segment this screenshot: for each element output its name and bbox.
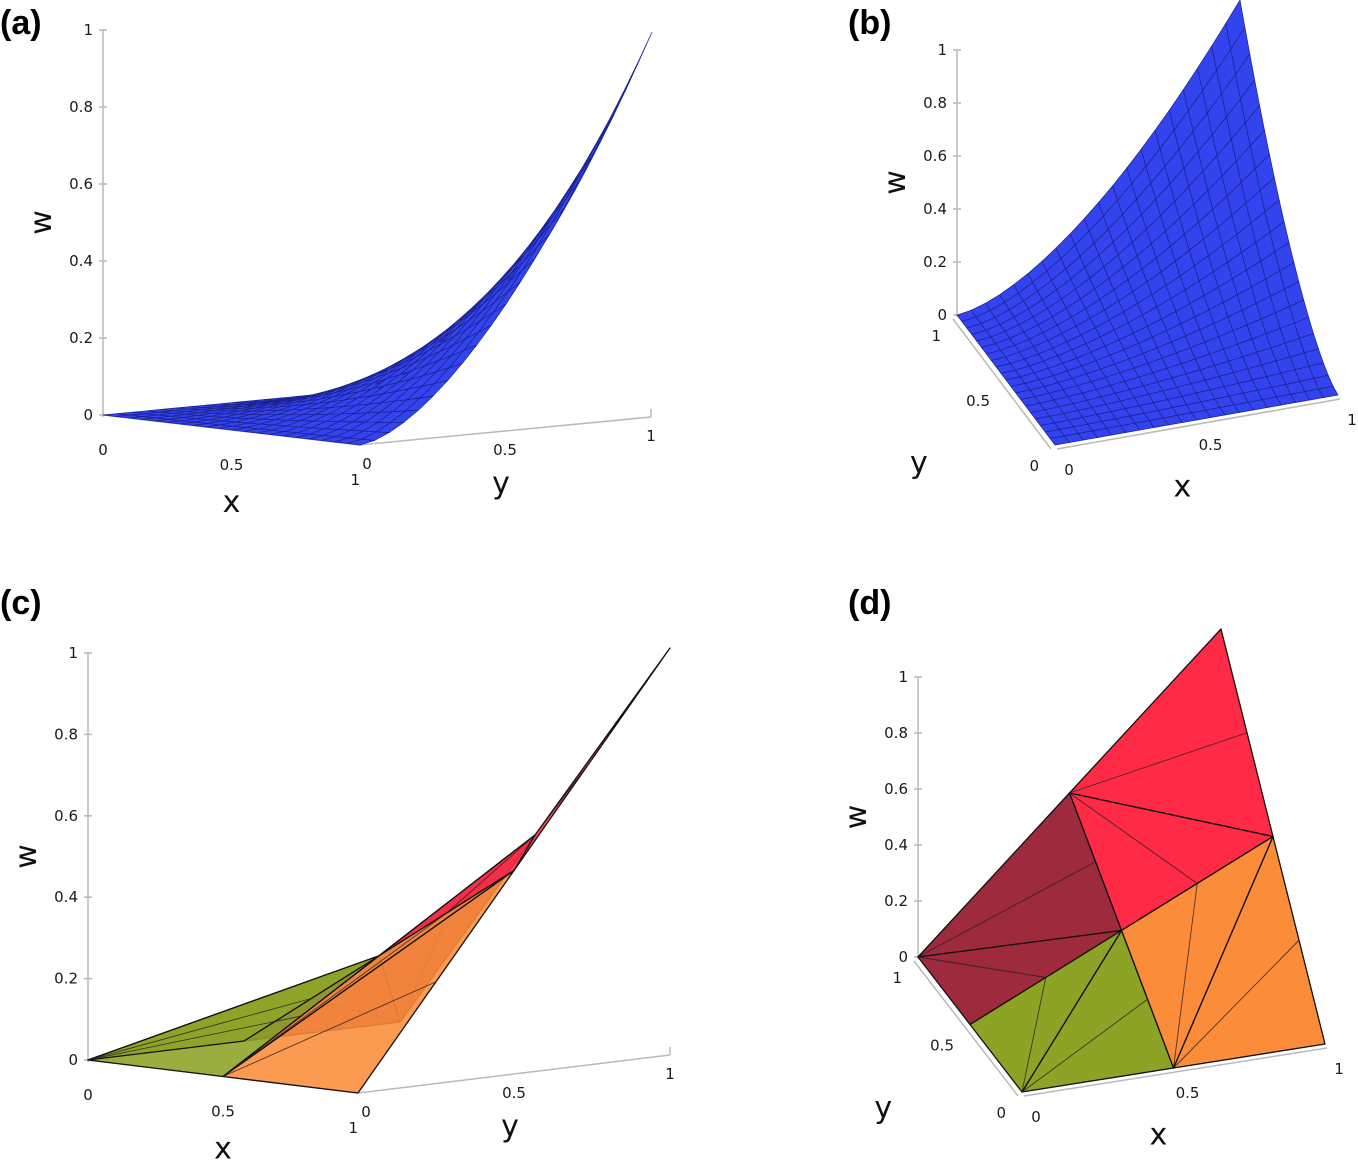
surface-cell <box>551 180 580 224</box>
y-tick-label: 0.5 <box>493 441 517 459</box>
x-axis-label: x <box>1149 1117 1167 1152</box>
panel-b: (b) 0 0.2 0.4 0.6 0.8 1 w 0 0.5 1 y 0 0.5 1 x <box>848 0 1357 505</box>
w-tick-label: 0 <box>898 948 908 966</box>
x-tick-label: 0 <box>1064 461 1074 479</box>
y-axis-label: y <box>910 446 928 481</box>
x-tick-label: 0.5 <box>220 456 244 474</box>
w-tick-label: 1 <box>898 668 908 686</box>
facet-subdivision-line <box>917 956 1046 978</box>
facet-subdivision-line <box>222 912 447 1077</box>
facet-subdivision-line <box>87 1015 302 1061</box>
w-tick-label: 0.6 <box>54 807 78 825</box>
w-tick-label: 1 <box>83 21 93 39</box>
x-tick-label: 0 <box>1031 1108 1041 1126</box>
x-axis-line <box>1023 1047 1328 1097</box>
surface-cell <box>624 31 653 91</box>
w-tick-label: 1 <box>937 41 947 59</box>
facet-subdivision-line <box>1069 732 1248 794</box>
facet-subdivision-line <box>1173 939 1300 1069</box>
surface-facet-x1 <box>222 869 515 1094</box>
panel-c: (c) 0 0.2 0.4 0.6 0.8 1 w 0 0.5 1 x 0 0.5 1 y <box>0 584 675 1163</box>
y-tick-label: 0.5 <box>502 1084 526 1102</box>
w-tick-label: 0.4 <box>923 200 947 218</box>
panel-label: (b) <box>848 4 891 42</box>
y-tick-label: 0 <box>996 1104 1006 1122</box>
y-axis-line <box>952 318 1052 450</box>
surface-cell <box>523 223 552 261</box>
x-tick-label: 0.5 <box>1176 1084 1200 1102</box>
panel-label: (a) <box>0 4 42 42</box>
w-axis-label: w <box>9 844 44 869</box>
y-tick-label: 0 <box>1029 457 1039 475</box>
y-tick-label: 0.5 <box>966 392 990 410</box>
w-tick-label: 0 <box>68 1051 78 1069</box>
y-axis-line <box>357 1054 671 1094</box>
surface-cell <box>536 207 565 248</box>
y-axis-label: y <box>874 1090 892 1125</box>
x-axis-label: x <box>223 485 241 520</box>
w-axis-label: w <box>24 210 59 235</box>
y-axis-label: y <box>492 466 510 501</box>
facet-subdivision-line <box>1021 998 1148 1093</box>
w-tick-label: 0.4 <box>69 252 93 270</box>
w-tick-label: 0.2 <box>69 329 93 347</box>
y-tick-label: 0 <box>361 1103 371 1121</box>
facet-subdivision-line <box>1021 977 1047 1093</box>
x-tick-label: 0 <box>83 1086 93 1104</box>
w-tick-label: 0.8 <box>923 94 947 112</box>
surface-cell <box>1318 385 1339 398</box>
x-axis-line <box>1056 398 1341 450</box>
y-axis-line <box>358 416 652 446</box>
facet-subdivision-line <box>446 834 536 914</box>
w-tick-label: 0.8 <box>884 724 908 742</box>
w-tick-label: 0.4 <box>884 836 908 854</box>
facet-subdivision-line <box>222 981 437 1077</box>
w-tick-label: 0.4 <box>54 888 78 906</box>
w-tick-label: 0.8 <box>54 725 78 743</box>
w-tick-label: 0 <box>83 406 93 424</box>
w-tick-label: 0.6 <box>69 175 93 193</box>
facet-subdivision-line <box>1173 883 1198 1069</box>
w-axis-label: w <box>839 805 874 830</box>
w-tick-label: 0.8 <box>69 98 93 116</box>
w-tick-label: 0 <box>937 306 947 324</box>
y-tick-label: 0.5 <box>930 1037 954 1055</box>
x-tick-label: 0.5 <box>211 1103 235 1121</box>
x-tick-label: 1 <box>350 471 360 489</box>
y-tick-label: 1 <box>665 1065 675 1083</box>
facet-subdivision-line <box>917 861 1096 958</box>
w-tick-label: 0.2 <box>54 970 78 988</box>
x-tick-label: 1 <box>1334 1060 1344 1078</box>
panel-a: (a) 0 0.2 0.4 0.6 0.8 1 w 0 0.5 1 x 0 0.5 1 y <box>0 4 656 520</box>
facet-subdivision-line <box>534 758 593 836</box>
panel-d: (d) 0 0.2 0.4 0.6 0.8 1 w 0 0.5 1 y 0 0.5 1 x <box>839 584 1344 1152</box>
y-tick-label: 1 <box>931 327 941 345</box>
w-tick-label: 0.6 <box>923 147 947 165</box>
y-tick-label: 1 <box>646 427 656 445</box>
y-axis-label: y <box>501 1109 519 1144</box>
y-tick-label: 0 <box>362 455 372 473</box>
facet-subdivision-line <box>1069 792 1198 884</box>
w-tick-label: 1 <box>68 644 78 662</box>
y-axis-line <box>913 960 1019 1097</box>
x-axis-label: x <box>214 1132 232 1163</box>
w-tick-label: 0.2 <box>884 892 908 910</box>
y-tick-label: 1 <box>892 969 902 987</box>
panel-label: (c) <box>0 584 42 622</box>
x-tick-label: 0.5 <box>1199 436 1223 454</box>
x-tick-label: 1 <box>348 1119 358 1137</box>
x-axis-label: x <box>1173 470 1191 505</box>
x-tick-label: 0 <box>98 441 108 459</box>
facet-subdivision-line <box>87 997 312 1061</box>
w-tick-label: 0.6 <box>884 780 908 798</box>
w-axis-label: w <box>878 170 913 195</box>
x-tick-label: 1 <box>1347 411 1357 429</box>
w-tick-label: 0.2 <box>923 253 947 271</box>
panel-label: (d) <box>848 584 891 622</box>
